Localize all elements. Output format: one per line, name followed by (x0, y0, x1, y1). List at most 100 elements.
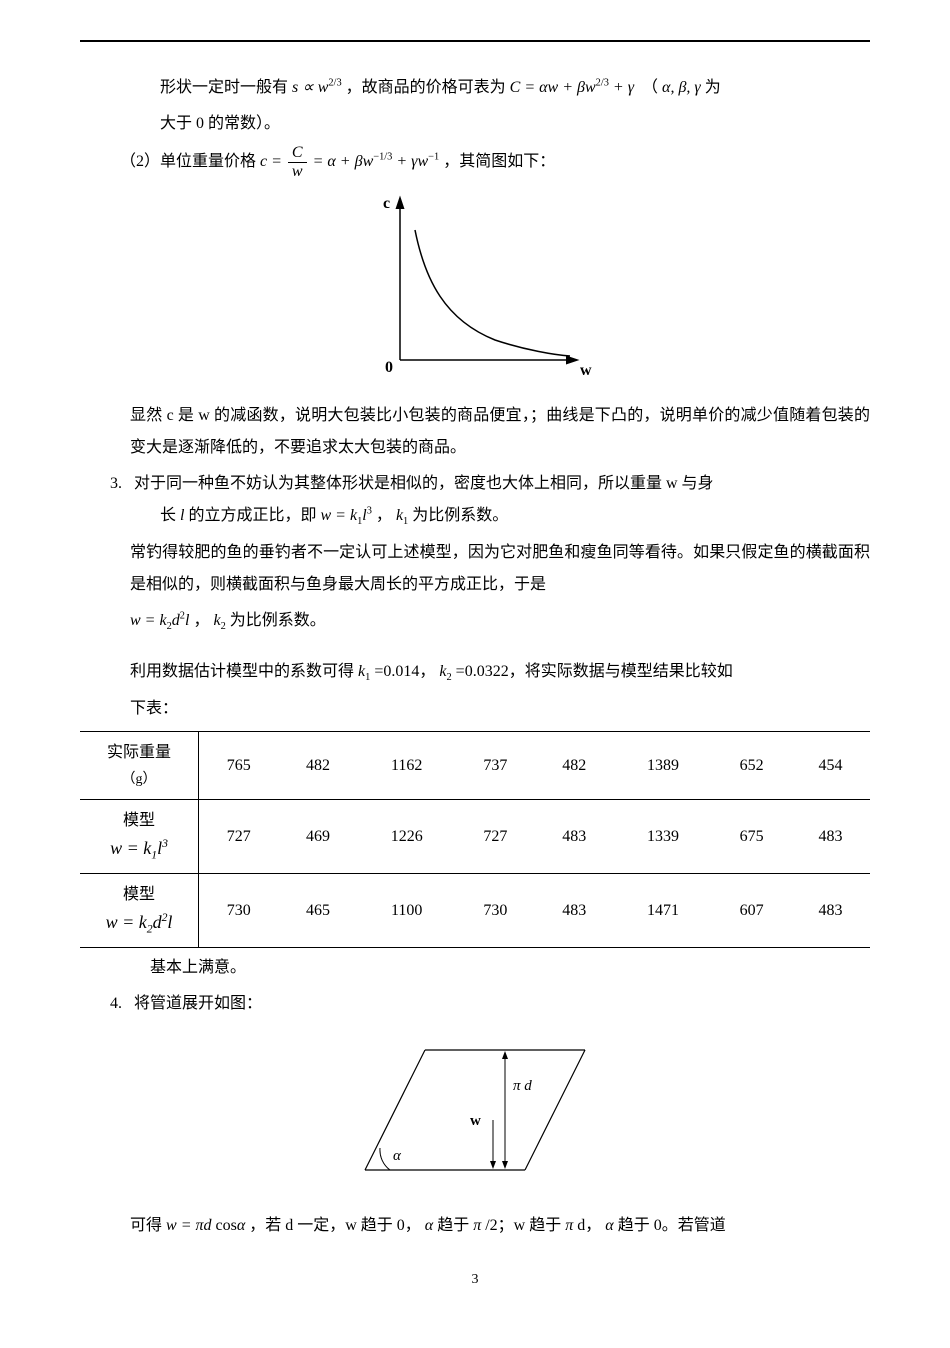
h2: 模型 (123, 812, 155, 829)
cell: 482 (535, 732, 614, 800)
cell: 482 (279, 732, 358, 800)
pid-label: π d (513, 1078, 532, 1094)
text: 大于 0 的常数）。 (160, 115, 280, 132)
cos: cos (216, 1217, 237, 1234)
math-c: c (260, 153, 267, 170)
row-header-model2: 模型 w = k2d2l (80, 874, 199, 948)
cell: 1100 (357, 874, 456, 948)
paragraph-5: 利用数据估计模型中的系数可得 k1 =0.014， k2 =0.0322，将实际… (130, 656, 870, 689)
a2: α (425, 1217, 433, 1234)
table-row: 模型 w = k1l3 727 469 1226 727 483 1339 67… (80, 800, 870, 874)
h3: 模型 (123, 886, 155, 903)
comparison-table: 实际重量 （g） 765 482 1162 737 482 1389 652 4… (80, 731, 870, 948)
math-w2: w (548, 79, 559, 96)
t3: 趋于 (437, 1217, 469, 1234)
formula1: w = k1l3 (110, 838, 168, 858)
cell: 483 (535, 800, 614, 874)
cell: 483 (791, 800, 870, 874)
table-row: 实际重量 （g） 765 482 1162 737 482 1389 652 4… (80, 732, 870, 800)
t2: ，若 d 一定，w 趋于 0， (249, 1217, 421, 1234)
item-4: 4. 将管道展开如图： (110, 988, 870, 1020)
l: l (185, 612, 189, 629)
cell: 730 (199, 874, 279, 948)
cell: 652 (712, 732, 791, 800)
math-gamma: γ (628, 79, 634, 96)
text: 显然 c 是 w 的减函数，说明大包装比小包装的商品便宜，；曲线是下凸的，说明单… (130, 407, 870, 456)
page: 形状一定时一般有 s ∝ w2/3 ，故商品的价格可表为 C = αw + βw… (0, 0, 950, 1348)
w2: w (417, 153, 428, 170)
t5: d， (577, 1217, 601, 1234)
t: 利用数据估计模型中的系数可得 (130, 663, 354, 680)
angle-arc (380, 1148, 390, 1170)
c2: , (686, 79, 690, 96)
t3: ， (376, 507, 392, 524)
cell: 675 (712, 800, 791, 874)
cell: 1471 (614, 874, 713, 948)
math-exp: 2/3 (328, 78, 341, 89)
math-prop: ∝ (302, 79, 313, 96)
w-label: w (470, 1113, 481, 1129)
t: 下表： (130, 700, 178, 717)
k: k (350, 507, 357, 524)
d: d (204, 1217, 212, 1234)
d: d (172, 612, 180, 629)
page-number: 3 (80, 1272, 870, 1288)
w: w (130, 612, 141, 629)
cell: 607 (712, 874, 791, 948)
cell: 730 (456, 874, 535, 948)
formula2: w = k2d2l (106, 912, 173, 932)
text: ，故商品的价格可表为 (346, 79, 506, 96)
h1: 实际重量 (107, 744, 171, 761)
text: 对于同一种鱼不妨认为其整体形状是相似的，密度也大体上相同，所以重量 w 与身 (134, 475, 714, 492)
tail: 为比例系数。 (230, 612, 326, 629)
k2: k (396, 507, 403, 524)
text: 形状一定时一般有 (160, 79, 288, 96)
cell: 483 (535, 874, 614, 948)
e3: 3 (367, 506, 372, 517)
math-alpha: α (539, 79, 547, 96)
paragraph-2: （2）单位重量价格 c = C w = α + βw−1/3 + γw−1 ，其… (120, 144, 870, 180)
a: α (327, 153, 335, 170)
paragraph-6: 基本上满意。 (150, 952, 870, 984)
text: 基本上满意。 (150, 959, 246, 976)
math-w3: w (585, 79, 596, 96)
k1b: 1 (403, 516, 408, 527)
cell: 765 (199, 732, 279, 800)
eq: = (145, 612, 156, 629)
frac-den: w (288, 163, 307, 181)
p: + (340, 153, 351, 170)
eq: = (271, 153, 282, 170)
cell: 727 (456, 800, 535, 874)
row-header-model1: 模型 w = k1l3 (80, 800, 199, 874)
math-s: s (292, 79, 298, 96)
text: ，其简图如下： (443, 153, 555, 170)
h1b: （g） (122, 772, 157, 787)
k1: 1 (365, 672, 370, 683)
paragraph-1b: 大于 0 的常数）。 (160, 108, 870, 140)
k2s: 2 (446, 672, 451, 683)
cell: 1389 (614, 732, 713, 800)
paragraph-4: 常钓得较肥的鱼的垂钓者不一定认可上述模型，因为它对肥鱼和瘦鱼同等看待。如果只假定… (130, 537, 870, 601)
row-header-actual: 实际重量 （g） (80, 732, 199, 800)
cell: 483 (791, 874, 870, 948)
pi: π (195, 1217, 203, 1234)
paragraph-3: 显然 c 是 w 的减函数，说明大包装比小包装的商品便宜，；曲线是下凸的，说明单… (130, 400, 870, 464)
text: 将管道展开如图： (134, 995, 262, 1012)
cell: 469 (279, 800, 358, 874)
chart-pipe: π d w α (345, 1030, 605, 1190)
paragraph-4b: w = k2d2l ， k2 为比例系数。 (130, 605, 870, 638)
k3: k (213, 612, 220, 629)
item-3: 3. 对于同一种鱼不妨认为其整体形状是相似的，密度也大体上相同，所以重量 w 与… (110, 468, 870, 500)
text: （2）单位重量价格 (120, 153, 256, 170)
pi2: π (473, 1217, 481, 1234)
t4: /2；w 趋于 (485, 1217, 561, 1234)
paragraph-1: 形状一定时一般有 s ∝ w2/3 ，故商品的价格可表为 C = αw + βw… (160, 72, 870, 104)
chart-svg: c 0 w (345, 190, 605, 390)
v2: =0.0322，将实际数据与模型结果比较如 (456, 663, 733, 680)
alpha-label: α (393, 1148, 402, 1164)
text: （ (642, 79, 658, 96)
t2: 的立方成正比，即 (188, 507, 316, 524)
cell: 1339 (614, 800, 713, 874)
cell: 737 (456, 732, 535, 800)
chart2-svg: π d w α (345, 1030, 605, 1190)
